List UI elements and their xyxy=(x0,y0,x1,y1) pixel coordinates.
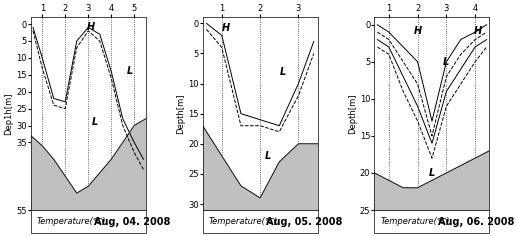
Y-axis label: Depth[m]: Depth[m] xyxy=(348,93,357,134)
Text: H: H xyxy=(86,22,95,32)
Text: Aug, 04. 2008: Aug, 04. 2008 xyxy=(94,217,171,227)
Text: Aug, 06. 2008: Aug, 06. 2008 xyxy=(438,217,514,227)
Text: H: H xyxy=(222,23,230,33)
Text: L: L xyxy=(280,67,286,76)
Bar xyxy=(31,210,146,233)
Text: H: H xyxy=(414,26,422,36)
Y-axis label: Dep1h[m]: Dep1h[m] xyxy=(4,93,13,135)
Text: L: L xyxy=(443,57,449,67)
Polygon shape xyxy=(31,119,146,210)
Text: L: L xyxy=(429,168,435,178)
Text: L: L xyxy=(92,117,98,127)
Polygon shape xyxy=(374,151,490,210)
Polygon shape xyxy=(203,126,317,210)
Bar xyxy=(374,210,490,233)
Text: Temperature(℃): Temperature(℃) xyxy=(208,217,278,226)
Text: Aug, 05. 2008: Aug, 05. 2008 xyxy=(266,217,342,227)
Text: Temperature(℃): Temperature(℃) xyxy=(37,217,106,226)
Text: L: L xyxy=(127,66,133,76)
Y-axis label: Depth[m]: Depth[m] xyxy=(176,93,185,134)
Bar xyxy=(203,210,317,233)
Text: L: L xyxy=(265,151,271,161)
Text: H: H xyxy=(474,26,482,36)
Text: Temperature(℃): Temperature(℃) xyxy=(380,217,450,226)
